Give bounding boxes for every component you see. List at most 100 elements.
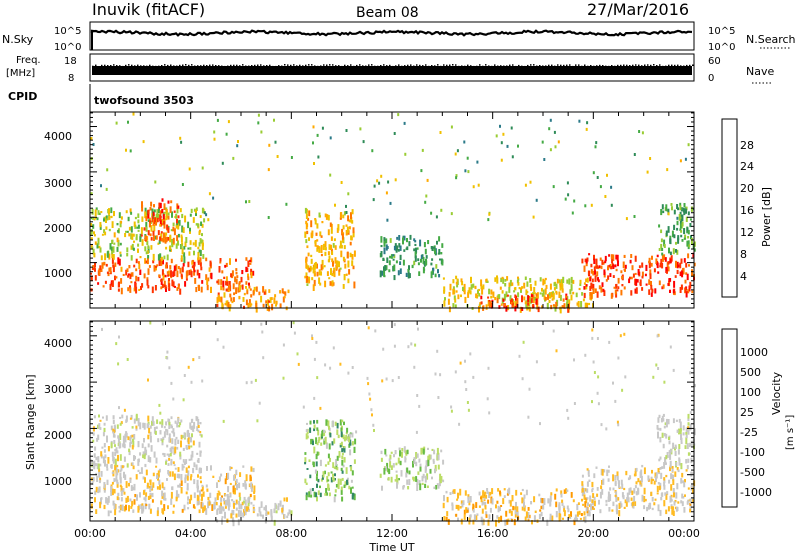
velocity-cell bbox=[128, 505, 130, 512]
velocity-cell bbox=[216, 482, 218, 488]
velocity-cell bbox=[486, 488, 489, 492]
velocity-cell bbox=[193, 462, 196, 468]
power-cell bbox=[685, 272, 688, 275]
velocity-cell bbox=[137, 418, 140, 424]
velocity-cell bbox=[591, 336, 594, 340]
power-cell bbox=[310, 220, 313, 228]
power-cell bbox=[535, 298, 538, 305]
power-cell bbox=[565, 295, 568, 298]
velocity-cell bbox=[558, 507, 561, 514]
velocity-cell bbox=[199, 433, 202, 436]
velocity-cell bbox=[523, 505, 526, 512]
power-cell bbox=[350, 235, 353, 241]
velocity-cell bbox=[245, 474, 248, 482]
power-cell bbox=[175, 224, 178, 229]
freq-label: Freq. bbox=[16, 55, 41, 66]
power-cell bbox=[137, 219, 140, 224]
velocity-cell bbox=[508, 509, 511, 514]
power-cell bbox=[108, 253, 111, 260]
power-cell bbox=[545, 284, 548, 289]
velocity-cell bbox=[439, 479, 442, 484]
power-cell bbox=[566, 279, 569, 284]
power-cell bbox=[681, 239, 684, 242]
nave-dot bbox=[479, 64, 481, 66]
power-cell bbox=[117, 229, 120, 233]
power-cell bbox=[517, 276, 519, 279]
velocity-cell bbox=[109, 510, 112, 514]
nave-dot bbox=[245, 65, 247, 67]
power-cell bbox=[268, 306, 271, 312]
power-cell bbox=[348, 226, 351, 230]
velocity-cell bbox=[106, 479, 109, 485]
power-cell bbox=[149, 233, 152, 237]
power-cell bbox=[456, 278, 459, 282]
power-cell bbox=[581, 258, 584, 264]
velocity-cell bbox=[455, 513, 458, 517]
velocity-cell bbox=[502, 498, 505, 505]
velocity-cell bbox=[689, 504, 692, 511]
velocity-cell bbox=[417, 327, 419, 331]
velocity-cell bbox=[521, 506, 524, 511]
nave-dot bbox=[428, 65, 430, 68]
nave-dot bbox=[518, 64, 520, 67]
nave-dot bbox=[281, 65, 283, 67]
velocity-cell bbox=[325, 442, 328, 449]
velocity-cell bbox=[353, 493, 356, 501]
nave-dot bbox=[335, 65, 337, 67]
power-cell bbox=[679, 287, 682, 293]
power-cell bbox=[267, 168, 270, 172]
velocity-cell bbox=[159, 421, 162, 425]
velocity-cell bbox=[601, 469, 604, 476]
power-cell bbox=[656, 254, 659, 258]
velocity-cell bbox=[395, 470, 398, 473]
power-cell bbox=[324, 251, 327, 256]
velocity-cell bbox=[521, 488, 524, 492]
power-cell bbox=[589, 295, 592, 300]
velocity-cell bbox=[245, 506, 248, 512]
velocity-cell bbox=[685, 427, 688, 433]
velocity-cell bbox=[577, 502, 580, 505]
velocity-cell bbox=[682, 425, 685, 431]
velocity-cell bbox=[584, 488, 587, 492]
power-cell bbox=[326, 271, 329, 276]
velocity-cell bbox=[131, 426, 134, 429]
velocity-cell bbox=[510, 510, 513, 516]
nave-dot bbox=[641, 65, 643, 67]
power-cell bbox=[527, 295, 530, 302]
power-cell bbox=[397, 270, 400, 276]
power-cell bbox=[307, 276, 310, 279]
velocity-cell bbox=[99, 463, 102, 467]
velocity-cell bbox=[689, 411, 692, 415]
power-cell bbox=[194, 239, 197, 247]
velocity-cell bbox=[116, 484, 119, 488]
power-cell bbox=[526, 281, 529, 287]
nave-dot bbox=[347, 65, 349, 67]
power-cell bbox=[478, 293, 481, 297]
nave-dot bbox=[656, 65, 658, 67]
power-cell bbox=[667, 266, 670, 272]
power-cell bbox=[456, 284, 459, 288]
velocity-cell bbox=[163, 453, 166, 457]
velocity-cell bbox=[458, 422, 461, 426]
power-cell bbox=[166, 254, 169, 261]
power-cell bbox=[97, 282, 100, 285]
velocity-cell bbox=[614, 494, 617, 497]
nave-dot bbox=[278, 65, 280, 67]
velocity-cell bbox=[600, 423, 603, 427]
velocity-cell bbox=[552, 329, 555, 333]
power-cell bbox=[275, 304, 277, 307]
power-cell bbox=[347, 260, 350, 268]
power-cell bbox=[573, 199, 576, 203]
velocity-cell bbox=[167, 470, 170, 475]
power-cell bbox=[497, 294, 500, 298]
velocity-cell bbox=[309, 488, 312, 495]
power-cell bbox=[119, 254, 122, 257]
power-cell bbox=[327, 251, 330, 256]
power-cell bbox=[103, 229, 106, 234]
velocity-cell bbox=[598, 499, 600, 505]
velocity-cell bbox=[654, 472, 657, 478]
velocity-cell bbox=[475, 515, 478, 520]
velocity-cell bbox=[439, 373, 442, 377]
velocity-cell bbox=[316, 470, 318, 477]
velocity-cbar-tick: 500 bbox=[740, 366, 761, 379]
